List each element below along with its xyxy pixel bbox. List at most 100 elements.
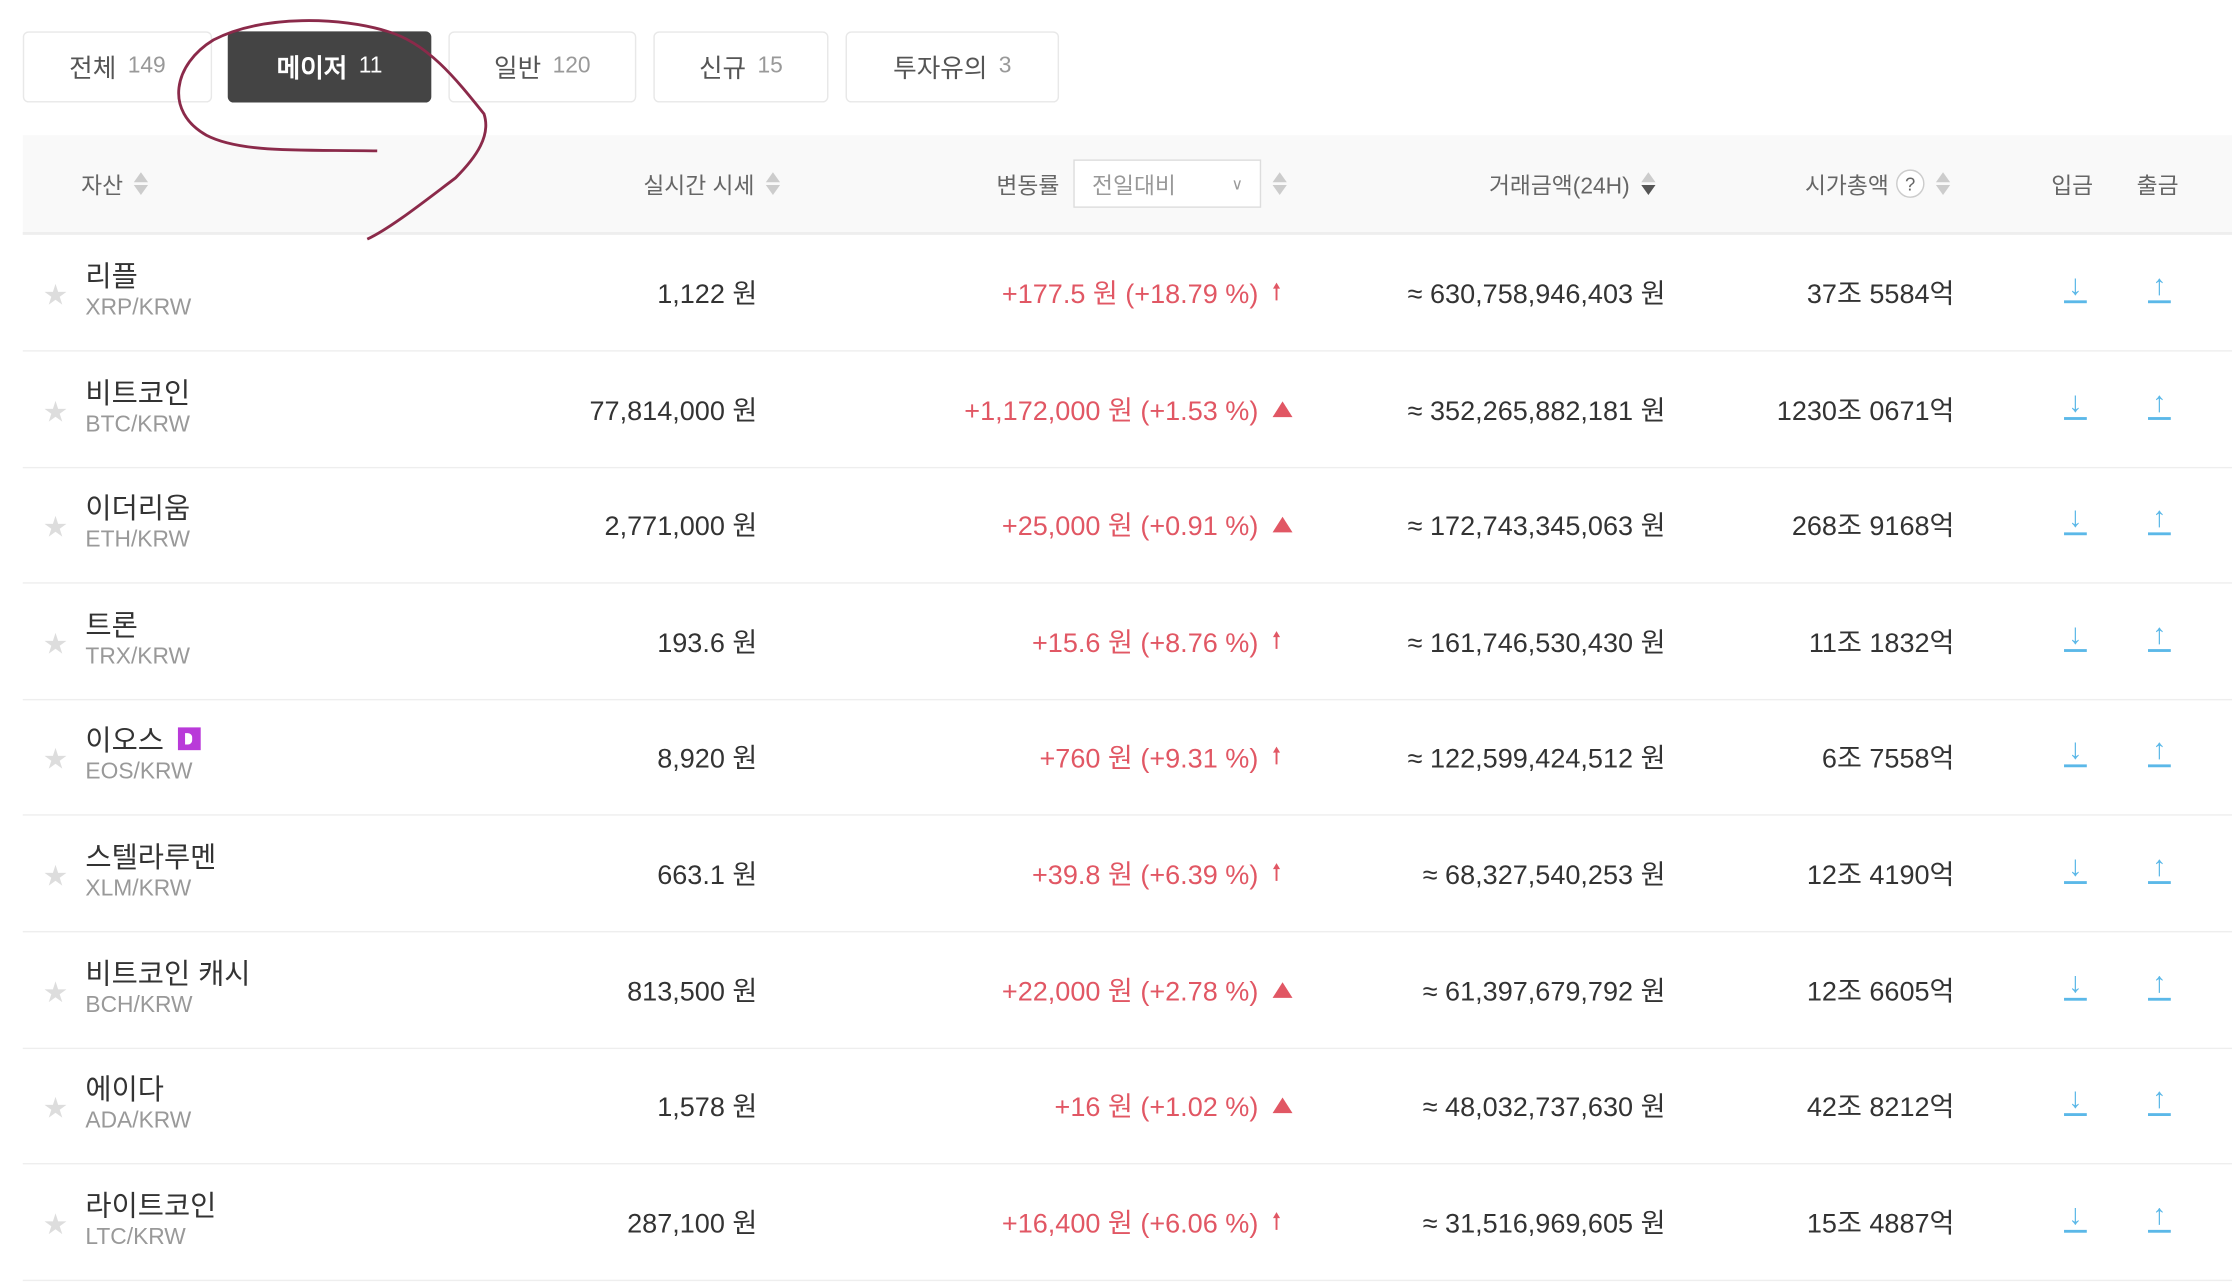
table-row[interactable]: ★ 비트코인 BTC/KRW 77,814,000 원 +1,172,000 원… bbox=[22, 351, 2232, 468]
price: 1,578 원 bbox=[657, 1093, 758, 1124]
change: +15.6 원 (+8.76 %) bbox=[1031, 628, 1259, 659]
deposit-arrow-icon[interactable]: ↓ bbox=[2064, 272, 2087, 304]
up-triangle-icon bbox=[1272, 400, 1293, 417]
notice-badge-icon bbox=[178, 727, 201, 751]
asset-name[interactable]: 리플 bbox=[85, 261, 138, 294]
favorite-star-icon[interactable]: ★ bbox=[42, 280, 69, 312]
asset-name-wrap: 트론 bbox=[85, 602, 137, 643]
sort-icon bbox=[765, 172, 781, 196]
volume: ≈ 161,746,530,430 원 bbox=[1407, 628, 1666, 659]
sort-icon[interactable] bbox=[1272, 172, 1288, 196]
favorite-star-icon[interactable]: ★ bbox=[42, 977, 69, 1009]
deposit-arrow-icon[interactable]: ↓ bbox=[2064, 736, 2087, 768]
table-row[interactable]: ★ 리플 XRP/KRW 1,122 원 +177.5 원 (+18.79 %)… bbox=[22, 235, 2232, 352]
favorite-star-icon[interactable]: ★ bbox=[42, 1209, 69, 1241]
asset-name[interactable]: 이더리움 bbox=[85, 494, 191, 526]
withdraw-arrow-icon[interactable]: ↑ bbox=[2148, 620, 2171, 652]
tab-0[interactable]: 전체 149 bbox=[22, 31, 213, 103]
tab-4[interactable]: 투자유의 3 bbox=[845, 31, 1060, 103]
volume: ≈ 48,032,737,630 원 bbox=[1422, 1093, 1666, 1124]
favorite-star-icon[interactable]: ★ bbox=[42, 745, 69, 777]
tab-label: 전체 bbox=[69, 54, 117, 83]
change: +16,400 원 (+6.06 %) bbox=[1001, 1209, 1259, 1240]
asset-symbol: EOS/KRW bbox=[85, 760, 193, 785]
withdraw-arrow-icon[interactable]: ↑ bbox=[2148, 504, 2171, 536]
favorite-star-icon[interactable]: ★ bbox=[42, 628, 69, 661]
favorite-star-icon[interactable]: ★ bbox=[42, 861, 69, 893]
asset-symbol: BTC/KRW bbox=[85, 412, 191, 437]
asset-name[interactable]: 스텔라루멘 bbox=[85, 842, 217, 875]
deposit-arrow-icon[interactable]: ↓ bbox=[2064, 1085, 2087, 1117]
sort-asset[interactable]: 자산 bbox=[81, 135, 149, 232]
withdraw-arrow-icon[interactable]: ↑ bbox=[2148, 1201, 2171, 1233]
deposit-arrow-icon[interactable]: ↓ bbox=[2064, 969, 2087, 1001]
change-indicator: 🠑 bbox=[1273, 862, 1281, 886]
withdraw-arrow-icon[interactable]: ↑ bbox=[2148, 969, 2171, 1001]
deposit-arrow-icon[interactable]: ↓ bbox=[2064, 1201, 2087, 1233]
up-arrow-icon: 🠑 bbox=[1272, 1209, 1281, 1234]
table-row[interactable]: ★ 이오스 EOS/KRW 8,920 원 +760 원 (+9.31 %) 🠑… bbox=[22, 699, 2232, 817]
tab-3[interactable]: 신규 15 bbox=[653, 31, 829, 103]
tab-label: 메이저 bbox=[276, 54, 348, 83]
volume: ≈ 31,516,969,605 원 bbox=[1422, 1209, 1666, 1240]
table-row[interactable]: ★ 이더리움 ETH/KRW 2,771,000 원 +25,000 원 (+0… bbox=[22, 467, 2232, 584]
table-row[interactable]: ★ 스텔라루멘 XLM/KRW 663.1 원 +39.8 원 (+6.39 %… bbox=[22, 816, 2232, 933]
withdraw-arrow-icon[interactable]: ↑ bbox=[2148, 388, 2171, 420]
asset-name-wrap: 에이다 bbox=[85, 1066, 164, 1107]
table-row[interactable]: ★ 트론 TRX/KRW 193.6 원 +15.6 원 (+8.76 %) 🠑… bbox=[22, 583, 2232, 701]
change-indicator: 🠑 bbox=[1273, 281, 1281, 305]
select-value: 전일대비 bbox=[1092, 175, 1176, 200]
deposit-arrow-icon[interactable]: ↓ bbox=[2064, 504, 2087, 536]
tab-count: 3 bbox=[998, 54, 1012, 79]
withdraw-arrow-icon[interactable]: ↑ bbox=[2148, 1085, 2171, 1117]
favorite-star-icon[interactable]: ★ bbox=[42, 396, 69, 428]
up-arrow-icon: 🠑 bbox=[1272, 628, 1281, 654]
change: +177.5 원 (+18.79 %) bbox=[1001, 280, 1259, 311]
withdraw-arrow-icon[interactable]: ↑ bbox=[2148, 272, 2171, 304]
change: +1,172,000 원 (+1.53 %) bbox=[964, 396, 1259, 427]
table-row[interactable]: ★ 라이트코인 LTC/KRW 287,100 원 +16,400 원 (+6.… bbox=[22, 1164, 2232, 1281]
deposit-arrow-icon[interactable]: ↓ bbox=[2064, 388, 2087, 420]
favorite-star-icon[interactable]: ★ bbox=[42, 512, 69, 545]
asset-symbol: BCH/KRW bbox=[85, 993, 193, 1018]
sort-price[interactable]: 실시간 시세 bbox=[643, 135, 781, 232]
asset-name[interactable]: 비트코인 bbox=[85, 378, 191, 410]
change-indicator: 🠑 bbox=[1272, 1209, 1281, 1234]
change-indicator bbox=[1272, 979, 1293, 998]
asset-name[interactable]: 비트코인 캐시 bbox=[85, 958, 251, 991]
withdraw-arrow-icon[interactable]: ↑ bbox=[2148, 853, 2171, 884]
asset-symbol: ETH/KRW bbox=[85, 528, 191, 553]
deposit-arrow-icon[interactable]: ↓ bbox=[2064, 853, 2087, 884]
up-triangle-icon bbox=[1272, 981, 1293, 998]
table-row[interactable]: ★ 비트코인 캐시 BCH/KRW 813,500 원 +22,000 원 (+… bbox=[22, 932, 2232, 1049]
price: 663.1 원 bbox=[657, 861, 758, 892]
sort-volume[interactable]: 거래금액(24H) bbox=[1489, 135, 1656, 232]
withdraw-arrow-icon[interactable]: ↑ bbox=[2148, 736, 2171, 768]
market-cap: 15조 4887억 bbox=[1806, 1209, 1955, 1240]
asset-name[interactable]: 이오스 bbox=[85, 726, 164, 758]
tab-label: 투자유의 bbox=[893, 54, 988, 83]
help-icon[interactable]: ? bbox=[1895, 169, 1925, 198]
sort-market-cap[interactable]: 시가총액? bbox=[1805, 135, 1950, 232]
asset-name[interactable]: 에이다 bbox=[85, 1074, 164, 1107]
change-header-group: 변동률 전일대비 ∨ bbox=[996, 135, 1288, 232]
favorite-star-icon[interactable]: ★ bbox=[42, 1093, 69, 1125]
sort-icon bbox=[134, 172, 149, 196]
table-row[interactable]: ★ 에이다 ADA/KRW 1,578 원 +16 원 (+1.02 %) ≈ … bbox=[22, 1048, 2232, 1165]
change-indicator bbox=[1272, 1095, 1293, 1114]
tab-2[interactable]: 일반 120 bbox=[448, 31, 637, 103]
deposit-header: 입금 bbox=[2051, 175, 2094, 200]
deposit-arrow-icon[interactable]: ↓ bbox=[2064, 620, 2087, 652]
asset-name[interactable]: 라이트코인 bbox=[85, 1191, 217, 1223]
volume: ≈ 61,397,679,792 원 bbox=[1422, 977, 1666, 1008]
asset-name[interactable]: 트론 bbox=[85, 610, 138, 642]
change-basis-select[interactable]: 전일대비 ∨ bbox=[1073, 159, 1262, 208]
market-cap: 12조 6605억 bbox=[1806, 977, 1955, 1008]
market-cap: 6조 7558억 bbox=[1821, 745, 1955, 775]
change: +16 원 (+1.02 %) bbox=[1054, 1093, 1259, 1124]
tab-1[interactable]: 메이저 11 bbox=[227, 31, 432, 103]
asset-header: 자산 bbox=[81, 175, 124, 200]
change-header[interactable]: 변동률 bbox=[996, 175, 1060, 200]
market-cap: 12조 4190억 bbox=[1806, 861, 1955, 892]
up-triangle-icon bbox=[1272, 1097, 1293, 1114]
